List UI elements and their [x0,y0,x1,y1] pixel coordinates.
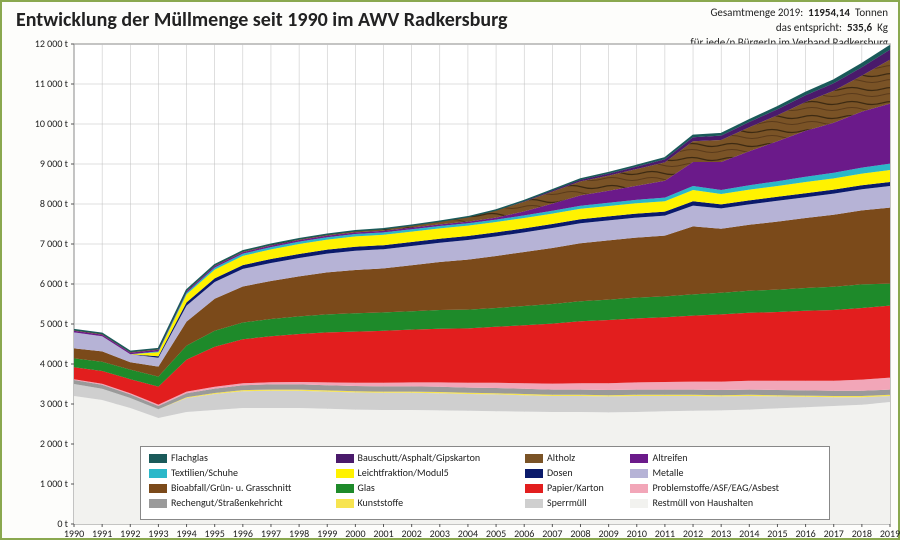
svg-text:12 000 t: 12 000 t [35,37,69,50]
svg-text:2 000 t: 2 000 t [40,437,69,450]
svg-text:5 000 t: 5 000 t [40,317,69,330]
svg-text:1993: 1993 [148,527,168,540]
svg-text:4 000 t: 4 000 t [40,357,69,370]
legend-table: FlachglasBauschutt/Asphalt/GipskartonAlt… [147,450,823,510]
svg-text:2007: 2007 [542,527,562,540]
legend-item: Rechengut/Straßenkehricht [147,495,334,510]
legend-item: Bioabfall/Grün- u. Grasschnitt [147,480,334,495]
legend-item: Textilien/Schuhe [147,465,334,480]
svg-text:1 000 t: 1 000 t [40,477,69,490]
legend-item: Papier/Karton [523,480,628,495]
svg-text:1999: 1999 [317,527,337,540]
svg-text:1996: 1996 [233,527,253,540]
legend-item: Glas [334,480,524,495]
svg-text:3 000 t: 3 000 t [40,397,69,410]
svg-text:2014: 2014 [739,527,759,540]
legend: FlachglasBauschutt/Asphalt/GipskartonAlt… [140,446,830,520]
svg-text:1991: 1991 [92,527,112,540]
svg-text:2018: 2018 [852,527,872,540]
svg-text:2005: 2005 [486,527,506,540]
svg-text:1995: 1995 [205,527,225,540]
legend-item: Dosen [523,465,628,480]
svg-text:1990: 1990 [64,527,84,540]
svg-text:2016: 2016 [795,527,815,540]
svg-text:2000: 2000 [345,527,365,540]
legend-item: Sperrmüll [523,495,628,510]
svg-text:2019: 2019 [880,527,900,540]
svg-text:2015: 2015 [767,527,787,540]
svg-text:2002: 2002 [402,527,422,540]
svg-text:10 000 t: 10 000 t [35,117,69,130]
legend-item: Restmüll von Haushalten [628,495,823,510]
svg-text:9 000 t: 9 000 t [40,157,69,170]
svg-text:2001: 2001 [373,527,393,540]
svg-text:2003: 2003 [430,527,450,540]
svg-text:1997: 1997 [261,527,281,540]
svg-text:1992: 1992 [120,527,140,540]
svg-text:2017: 2017 [824,527,844,540]
legend-item: Altreifen [628,450,823,465]
svg-text:2012: 2012 [683,527,703,540]
legend-item: Problemstoffe/ASF/EAG/Asbest [628,480,823,495]
svg-text:1998: 1998 [289,527,309,540]
svg-text:6 000 t: 6 000 t [40,277,69,290]
svg-text:1994: 1994 [176,527,196,540]
legend-item: Bauschutt/Asphalt/Gipskarton [334,450,524,465]
svg-text:2004: 2004 [458,527,478,540]
svg-text:2010: 2010 [627,527,647,540]
legend-item: Altholz [523,450,628,465]
svg-text:8 000 t: 8 000 t [40,197,69,210]
legend-item: Metalle [628,465,823,480]
svg-text:2006: 2006 [514,527,534,540]
svg-text:2009: 2009 [598,527,618,540]
svg-text:7 000 t: 7 000 t [40,237,69,250]
svg-text:2013: 2013 [711,527,731,540]
legend-item: Kunststoffe [334,495,524,510]
legend-item: Leichtfraktion/Modul5 [334,465,524,480]
svg-text:2008: 2008 [570,527,590,540]
svg-text:2011: 2011 [655,527,675,540]
legend-item: Flachglas [147,450,334,465]
svg-text:11 000 t: 11 000 t [35,77,69,90]
